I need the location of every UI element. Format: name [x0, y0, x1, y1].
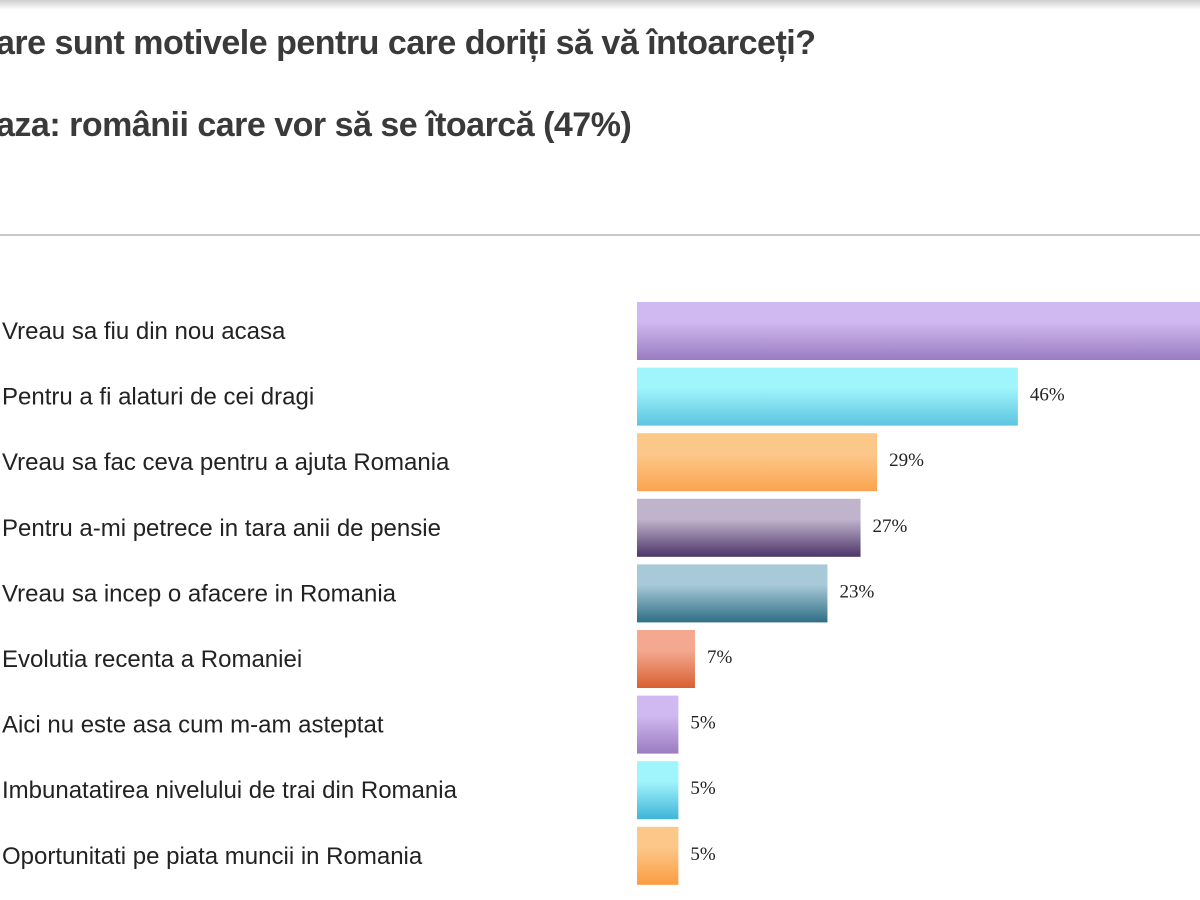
category-label: Oportunitati pe piata muncii in Romania: [2, 843, 423, 870]
data-label: 46%: [1030, 385, 1065, 406]
category-label: Vreau sa incep o afacere in Romania: [2, 580, 397, 607]
bar: [637, 564, 828, 623]
category-label: Imbunatatirea nivelului de trai din Roma…: [2, 777, 458, 804]
data-label: 7%: [707, 647, 733, 668]
bar: [637, 302, 1200, 360]
bar: [637, 630, 695, 688]
bar: [637, 367, 1018, 426]
category-label: Aici nu este asa cum m-am asteptat: [2, 712, 384, 739]
top-band: [0, 0, 1200, 10]
bar: [637, 695, 679, 754]
data-label: 29%: [889, 450, 924, 471]
data-label: 5%: [690, 778, 716, 799]
category-label: Vreau sa fiu din nou acasa: [2, 318, 286, 345]
bar: [637, 498, 861, 557]
data-label: 23%: [839, 581, 874, 602]
data-label: 27%: [873, 516, 908, 537]
divider: [0, 234, 1200, 236]
bar: [637, 826, 679, 885]
data-label: 5%: [690, 713, 716, 734]
bar: [637, 433, 878, 492]
chart-title: are sunt motivele pentru care doriți să …: [0, 24, 816, 62]
category-label: Evolutia recenta a Romaniei: [2, 646, 302, 673]
category-label: Pentru a-mi petrece in tara anii de pens…: [2, 515, 441, 542]
category-label: Pentru a fi alaturi de cei dragi: [2, 384, 314, 411]
data-label: 5%: [690, 844, 716, 865]
chart-subtitle: aza: românii care vor să se îtoarcă (47%…: [0, 106, 632, 144]
bar: [637, 761, 679, 820]
category-label: Vreau sa fac ceva pentru a ajuta Romania: [2, 449, 450, 476]
